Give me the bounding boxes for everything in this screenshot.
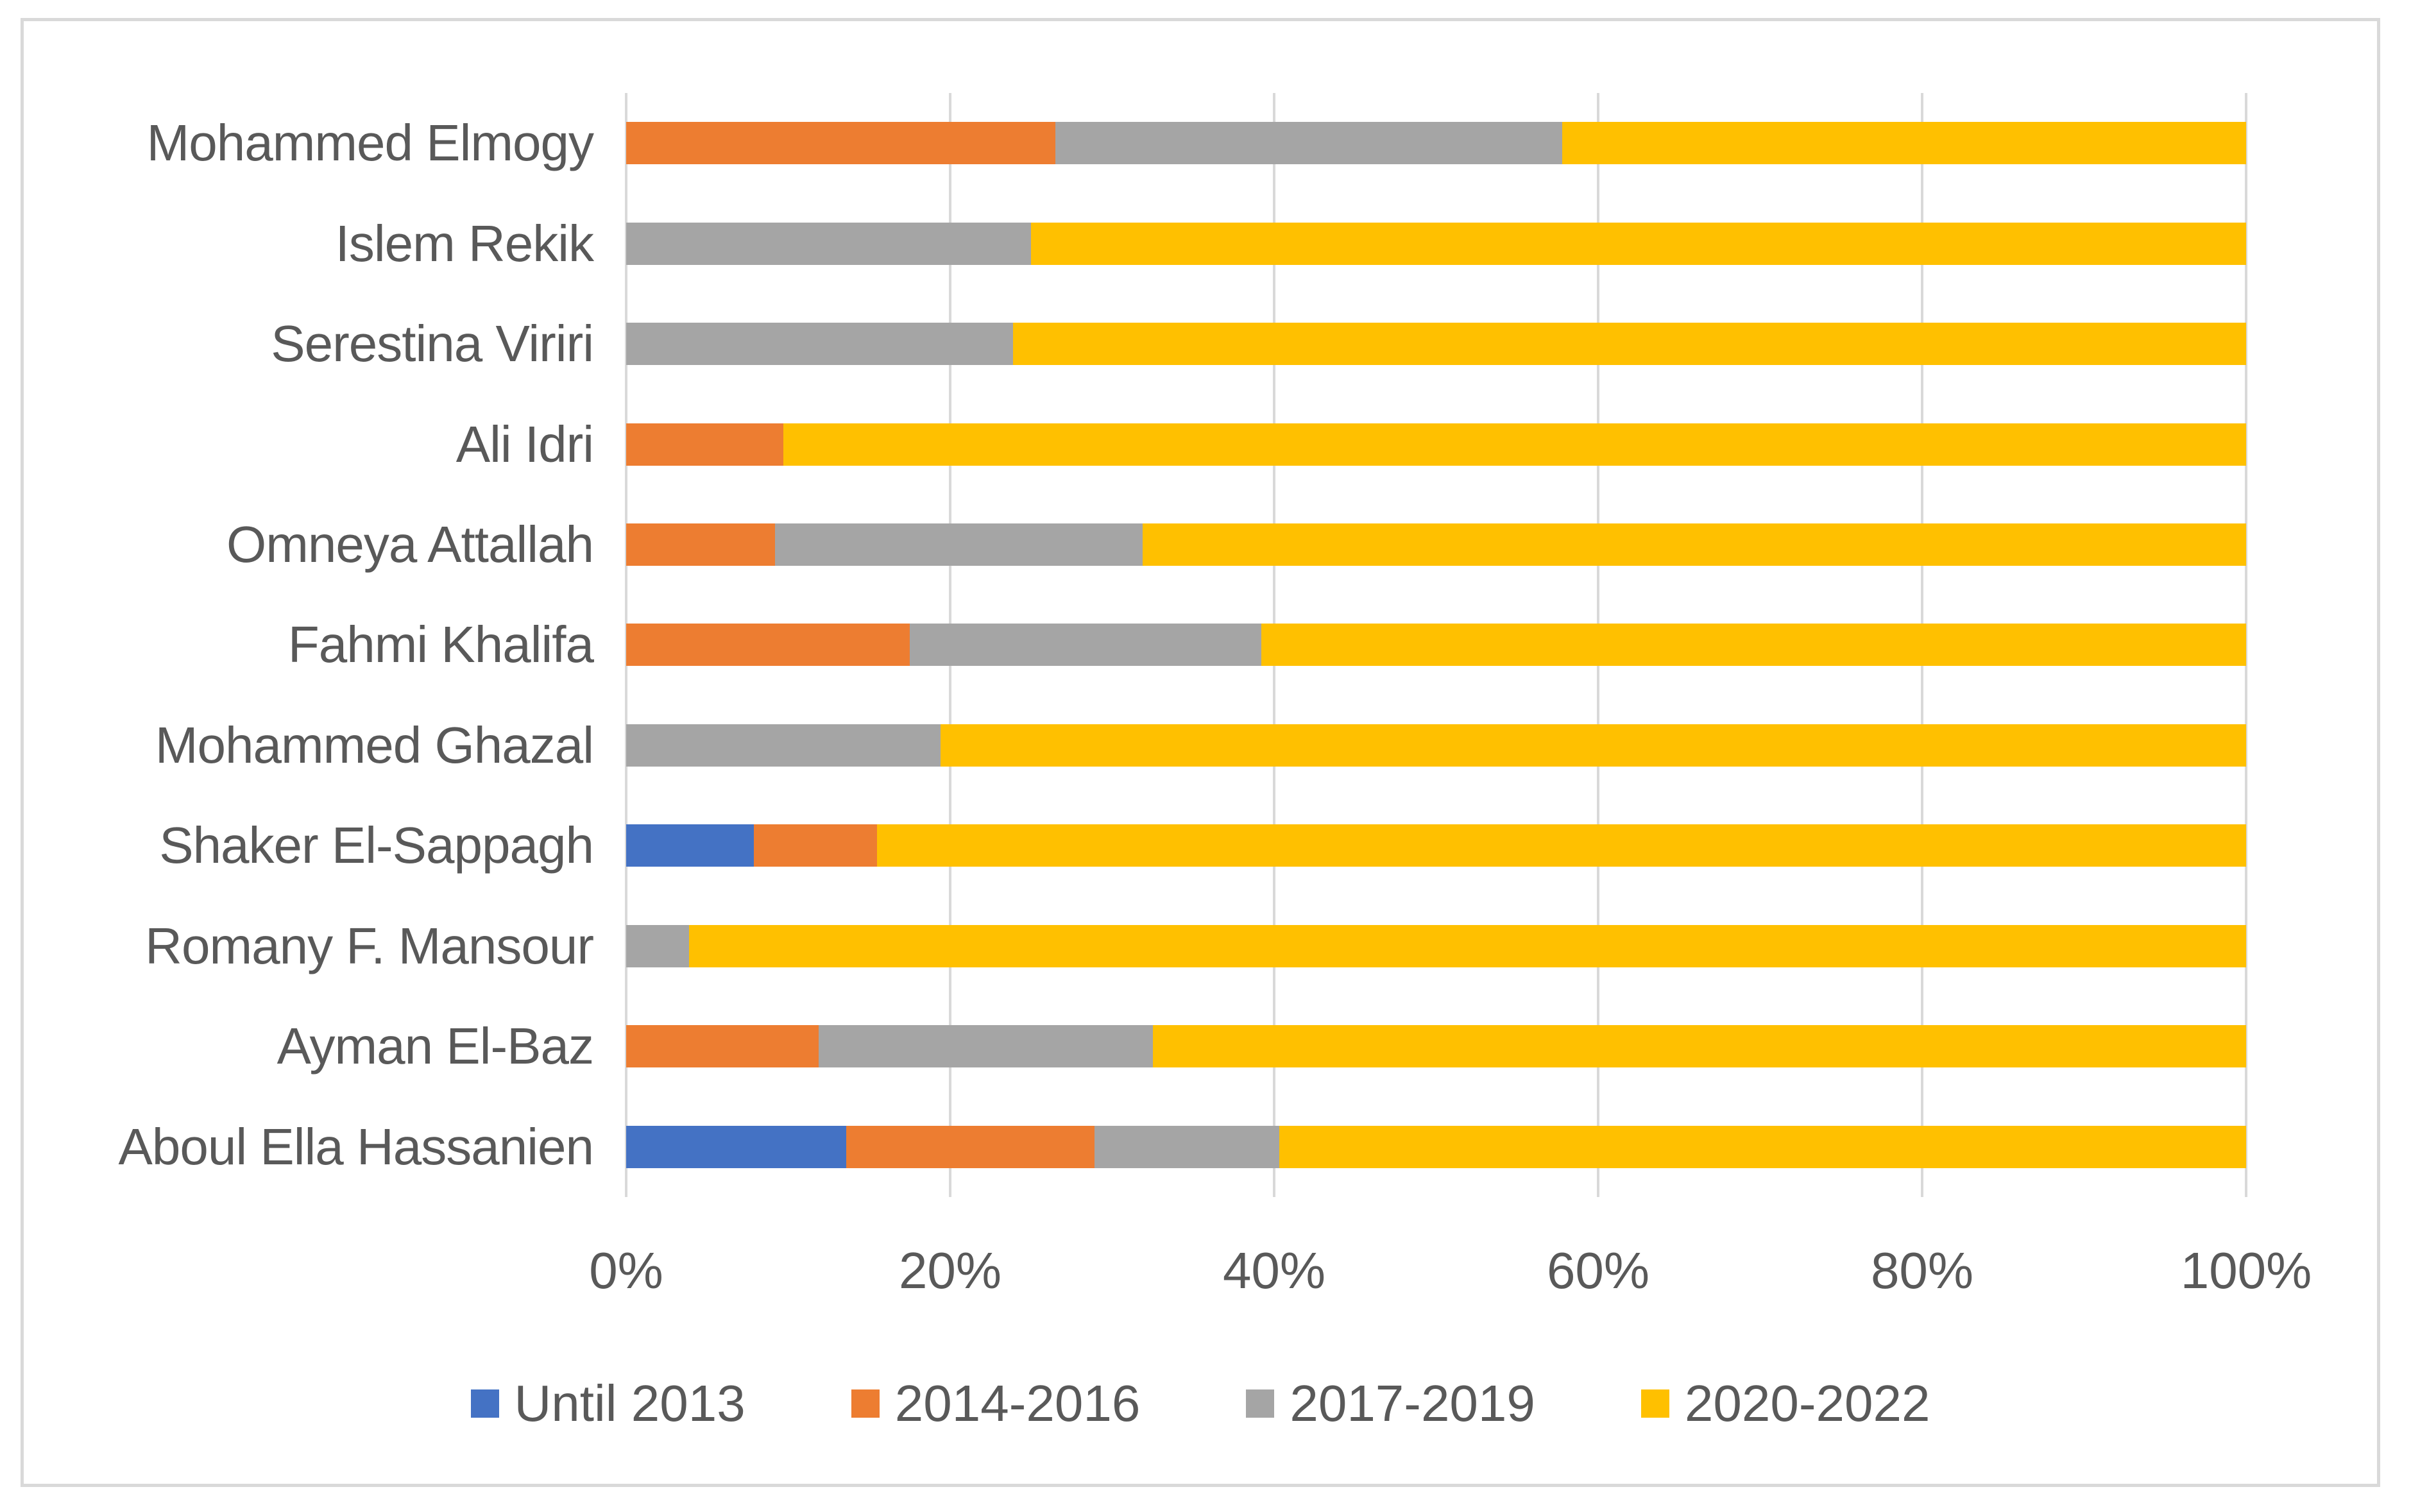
bar-track-ayman-el-baz xyxy=(626,1025,2246,1068)
bar-row xyxy=(626,495,2246,595)
category-label: Romany F. Mansour xyxy=(145,917,594,974)
bar-track-fahmi-khalifa xyxy=(626,624,2246,667)
x-tick-label: 60% xyxy=(1546,1242,1650,1299)
legend: Until 2013 2014-2016 2017-2019 2020-2022 xyxy=(24,1368,2377,1439)
legend-label: 2020-2022 xyxy=(1684,1375,1930,1432)
bar-track-mohammed-elmogy xyxy=(626,122,2246,165)
bar-segment-2020-2022 xyxy=(1031,222,2246,265)
category-label: Aboul Ella Hassanien xyxy=(118,1117,594,1175)
category-label: Serestina Viriri xyxy=(271,315,594,373)
bar-track-ali-idri xyxy=(626,423,2246,466)
bar-segment-2020-2022 xyxy=(783,423,2246,466)
bar-row xyxy=(626,795,2246,896)
category-label: Islem Rekik xyxy=(335,214,594,272)
category-label: Fahmi Khalifa xyxy=(287,616,594,674)
legend-swatch-icon xyxy=(851,1389,880,1418)
stacked-bar-chart: Mohammed Elmogy Islem Rekik Serestina Viri… xyxy=(21,18,2380,1487)
bar-track-serestina-viriri xyxy=(626,323,2246,366)
bar-segment-2014-2016 xyxy=(626,1025,819,1068)
bar-segment-2017-2019 xyxy=(775,523,1143,566)
bar-track-omneya-attallah xyxy=(626,523,2246,566)
bar-row xyxy=(626,896,2246,996)
bar-row xyxy=(626,294,2246,394)
legend-swatch-icon xyxy=(1640,1389,1669,1418)
bar-segment-2020-2022 xyxy=(1143,523,2246,566)
x-tick-label: 40% xyxy=(1222,1242,1326,1299)
bar-segment-2020-2022 xyxy=(1013,323,2246,366)
category-label: Shaker El-Sappagh xyxy=(159,817,594,874)
bar-segment-2017-2019 xyxy=(626,222,1032,265)
gridline-100 xyxy=(2245,93,2247,1197)
bar-row xyxy=(626,93,2246,193)
bar-row xyxy=(626,996,2246,1096)
legend-item-2017-2019: 2017-2019 xyxy=(1246,1374,1535,1433)
bar-segment-2017-2019 xyxy=(819,1025,1153,1068)
bar-segment-2020-2022 xyxy=(689,924,2246,967)
x-tick-label: 20% xyxy=(898,1242,1002,1299)
category-label: Mohammed Elmogy xyxy=(146,114,594,172)
bar-segment-2020-2022 xyxy=(877,824,2246,867)
category-label: Ali Idri xyxy=(456,415,594,473)
category-axis: Mohammed Elmogy Islem Rekik Serestina Viri… xyxy=(62,93,594,1197)
bar-segment-2014-2016 xyxy=(626,423,783,466)
bar-track-aboul-ella-hassanien xyxy=(626,1125,2246,1168)
x-tick-label: 100% xyxy=(2180,1242,2312,1299)
bar-segment-2020-2022 xyxy=(1562,122,2246,165)
bar-segment-2014-2016 xyxy=(626,523,776,566)
bar-segment-2017-2019 xyxy=(909,624,1261,667)
legend-label: 2017-2019 xyxy=(1290,1375,1535,1432)
category-label: Ayman El-Baz xyxy=(277,1017,594,1075)
x-tick-label: 0% xyxy=(589,1242,663,1299)
bar-segment-2017-2019 xyxy=(1055,122,1563,165)
legend-item-2014-2016: 2014-2016 xyxy=(851,1374,1141,1433)
bar-track-islem-rekik xyxy=(626,222,2246,265)
bar-segment-2020-2022 xyxy=(1261,624,2246,667)
bar-segment-until-2013 xyxy=(626,1125,847,1168)
x-tick-label: 80% xyxy=(1870,1242,1974,1299)
bar-row xyxy=(626,1097,2246,1197)
bar-row xyxy=(626,695,2246,795)
legend-swatch-icon xyxy=(470,1389,499,1418)
bar-segment-2014-2016 xyxy=(754,824,878,867)
bar-segment-until-2013 xyxy=(626,824,754,867)
bar-track-shaker-el-sappagh xyxy=(626,824,2246,867)
bar-segment-2020-2022 xyxy=(1152,1025,2246,1068)
bar-segment-2017-2019 xyxy=(626,924,690,967)
bar-track-mohammed-ghazal xyxy=(626,724,2246,767)
bar-row xyxy=(626,394,2246,494)
bar-segment-2017-2019 xyxy=(626,724,941,767)
bar-track-romany-f-mansour xyxy=(626,924,2246,967)
bar-segment-2014-2016 xyxy=(626,122,1056,165)
legend-swatch-icon xyxy=(1246,1389,1275,1418)
bar-row xyxy=(626,193,2246,293)
category-label: Mohammed Ghazal xyxy=(155,716,594,774)
legend-label: 2014-2016 xyxy=(894,1375,1141,1432)
x-axis: 0% 20% 40% 60% 80% 100% xyxy=(589,1241,2312,1312)
bar-segment-2020-2022 xyxy=(940,724,2246,767)
bar-segment-2020-2022 xyxy=(1279,1125,2246,1168)
bar-segment-2014-2016 xyxy=(846,1125,1095,1168)
bar-rows xyxy=(626,93,2246,1197)
legend-item-until-2013: Until 2013 xyxy=(470,1374,745,1433)
bar-segment-2017-2019 xyxy=(626,323,1014,366)
bar-row xyxy=(626,595,2246,695)
legend-label: Until 2013 xyxy=(514,1375,745,1432)
bar-segment-2017-2019 xyxy=(1094,1125,1279,1168)
legend-item-2020-2022: 2020-2022 xyxy=(1640,1374,1930,1433)
category-label: Omneya Attallah xyxy=(226,516,594,573)
bar-segment-2014-2016 xyxy=(626,624,910,667)
plot-area xyxy=(625,93,2247,1197)
